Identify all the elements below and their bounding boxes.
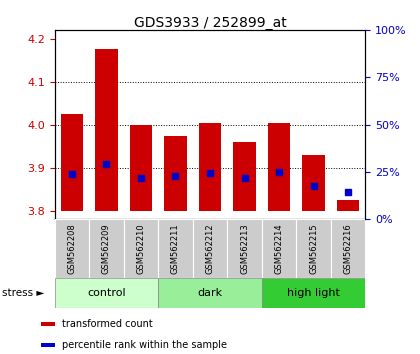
Text: GSM562211: GSM562211: [171, 223, 180, 274]
Bar: [302, 155, 325, 211]
Bar: [89, 219, 123, 278]
Bar: [233, 142, 256, 211]
Bar: [158, 219, 193, 278]
Text: control: control: [87, 288, 126, 298]
Text: stress ►: stress ►: [2, 288, 45, 298]
Text: GSM562212: GSM562212: [205, 223, 215, 274]
Bar: [337, 200, 360, 211]
Bar: [268, 124, 290, 211]
Bar: [199, 124, 221, 211]
Bar: [262, 278, 365, 308]
Text: percentile rank within the sample: percentile rank within the sample: [62, 340, 227, 350]
Bar: [158, 278, 262, 308]
Bar: [55, 219, 89, 278]
Bar: [123, 219, 158, 278]
Bar: [193, 219, 227, 278]
Bar: [164, 136, 186, 211]
Bar: [331, 219, 365, 278]
Text: GSM562216: GSM562216: [344, 223, 353, 274]
Bar: [60, 114, 83, 211]
Text: GSM562214: GSM562214: [275, 223, 284, 274]
Bar: [130, 125, 152, 211]
Bar: [95, 50, 118, 211]
Text: GSM562209: GSM562209: [102, 223, 111, 274]
Bar: [227, 219, 262, 278]
Text: GDS3933 / 252899_at: GDS3933 / 252899_at: [134, 16, 286, 30]
Bar: [41, 343, 55, 347]
Bar: [297, 219, 331, 278]
Bar: [41, 322, 55, 326]
Bar: [262, 219, 297, 278]
Text: GSM562215: GSM562215: [309, 223, 318, 274]
Bar: [55, 278, 158, 308]
Text: GSM562210: GSM562210: [136, 223, 145, 274]
Text: transformed count: transformed count: [62, 319, 152, 329]
Text: GSM562213: GSM562213: [240, 223, 249, 274]
Text: GSM562208: GSM562208: [67, 223, 76, 274]
Text: high light: high light: [287, 288, 340, 298]
Text: dark: dark: [197, 288, 223, 298]
